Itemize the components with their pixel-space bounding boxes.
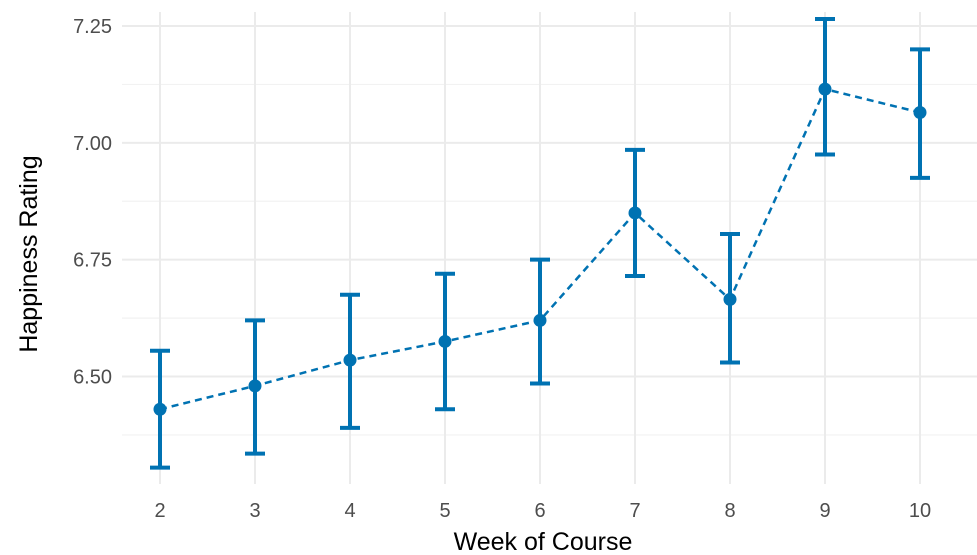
y-axis-title: Happiness Rating [15, 155, 43, 352]
data-point [343, 353, 357, 367]
series-layer [150, 17, 930, 470]
x-tick-label: 4 [344, 500, 355, 522]
data-point [248, 379, 262, 393]
x-tick-label: 6 [534, 500, 545, 522]
y-tick-label: 7.25 [73, 16, 112, 38]
x-tick-label: 3 [249, 500, 260, 522]
x-tick-labels: 2 3 4 5 6 7 8 9 10 [154, 500, 931, 522]
x-tick-label: 5 [439, 500, 450, 522]
data-point [533, 313, 547, 327]
data-point [723, 292, 737, 306]
y-tick-label: 7.00 [73, 133, 112, 155]
data-point [438, 334, 452, 348]
data-point [153, 402, 167, 416]
x-axis-title: Week of Course [454, 528, 633, 555]
x-tick-label: 10 [909, 500, 931, 522]
y-tick-label: 6.75 [73, 250, 112, 272]
data-point [913, 105, 927, 119]
data-point [628, 206, 642, 220]
x-tick-label: 9 [819, 500, 830, 522]
x-tick-label: 7 [629, 500, 640, 522]
x-tick-label: 8 [724, 500, 735, 522]
minor-gridlines [122, 83, 977, 436]
y-tick-label: 6.50 [73, 367, 112, 389]
data-point [818, 82, 832, 96]
y-tick-labels: 6.50 6.75 7.00 7.25 [73, 16, 112, 388]
x-tick-label: 2 [154, 500, 165, 522]
